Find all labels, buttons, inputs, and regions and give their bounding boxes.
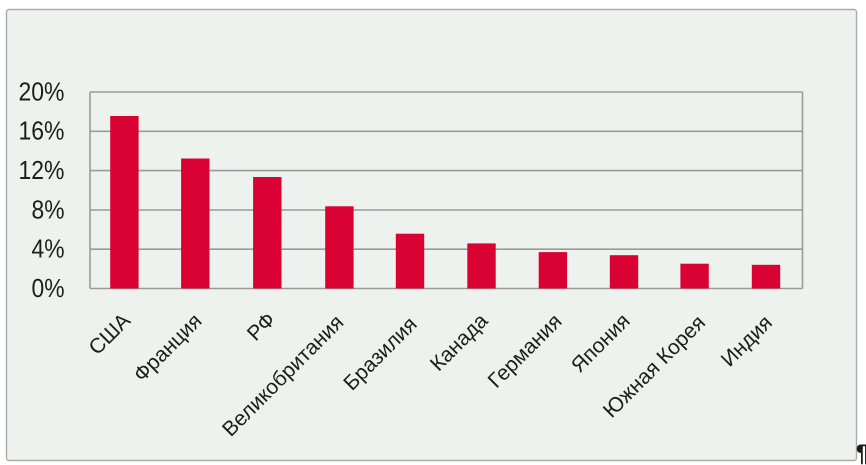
svg-text:¶: ¶ (856, 440, 866, 465)
svg-text:4%: 4% (32, 234, 65, 264)
svg-text:20%: 20% (19, 76, 65, 106)
svg-text:12%: 12% (19, 155, 65, 185)
svg-text:16%: 16% (19, 116, 65, 146)
svg-text:0%: 0% (32, 273, 65, 303)
svg-text:8%: 8% (32, 194, 65, 224)
